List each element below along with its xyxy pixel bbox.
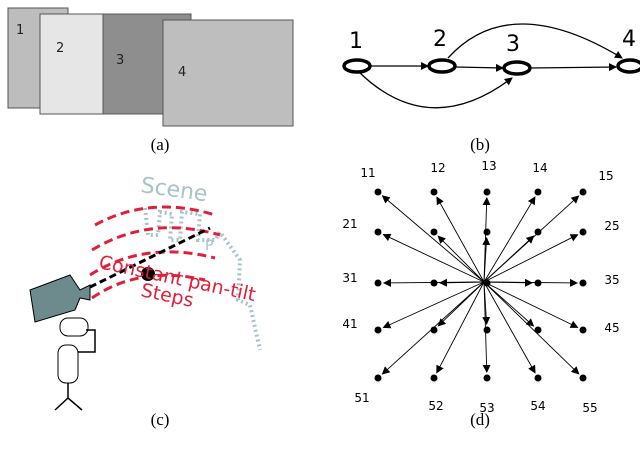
arrow [383, 235, 484, 282]
arrow [484, 282, 578, 327]
grid-dot [375, 280, 382, 287]
grid-label: 12 [430, 161, 445, 175]
grid-dot [484, 229, 491, 236]
panel-c: Scene P Constant pan-tilt Steps (c) [30, 173, 260, 429]
arrow [484, 282, 579, 374]
grid-dot [375, 189, 382, 196]
grid-label: 11 [360, 166, 375, 180]
arrow [382, 282, 484, 374]
grid-dot [484, 375, 491, 382]
grid-dot [431, 229, 438, 236]
grid-dot [535, 375, 542, 382]
grid-label: 55 [582, 401, 597, 415]
grid-label: 13 [481, 159, 496, 173]
grid-dot [580, 229, 587, 236]
grid-label: 41 [342, 317, 357, 331]
grid-label: 45 [604, 321, 619, 335]
grid-label: 25 [604, 219, 619, 233]
grid-dot [580, 327, 587, 334]
grid-label: 52 [428, 399, 443, 413]
grid-dot [375, 327, 382, 334]
arrow [437, 282, 484, 373]
grid-dot [580, 375, 587, 382]
grid-label: 31 [342, 271, 357, 285]
arrow [484, 282, 535, 373]
frame-label: 1 [16, 23, 24, 38]
arrow [437, 197, 484, 282]
arrow [383, 282, 484, 328]
grid-label: 21 [342, 217, 357, 231]
caption: (a) [151, 135, 170, 154]
node-label: 3 [506, 32, 520, 57]
panel-b [344, 24, 640, 108]
arrow [484, 236, 534, 282]
node-label: 4 [622, 27, 636, 52]
frame-label: 2 [56, 41, 64, 56]
grid-label: 15 [598, 169, 613, 183]
grid-dot [535, 229, 542, 236]
scene-label: Scene [139, 173, 209, 207]
grid-dot [375, 375, 382, 382]
grid-dot [535, 189, 542, 196]
figure: 1 2 3 4 (a) 1 2 3 4 (b) Scene [0, 0, 640, 449]
grid-label: 35 [604, 273, 619, 287]
grid-dot [431, 280, 438, 287]
panel-a: 1 2 3 4 (a) [8, 8, 293, 154]
grid-dot [431, 375, 438, 382]
grid-dot [431, 189, 438, 196]
grid-label: 53 [479, 401, 494, 415]
caption: (b) [470, 135, 490, 154]
point-label: P [205, 238, 213, 254]
arrow [484, 282, 577, 283]
arrow [438, 236, 484, 282]
caption: (c) [151, 410, 170, 429]
grid-dot [580, 189, 587, 196]
grid-label: 54 [530, 399, 545, 413]
grid-label: 14 [532, 161, 547, 175]
grid-dot [375, 229, 382, 236]
frame-label: 3 [116, 53, 124, 68]
grid-dot [484, 327, 491, 334]
grid-label: 51 [354, 391, 369, 405]
node-label: 1 [349, 29, 363, 54]
grid-dot [580, 280, 587, 287]
node-label: 2 [433, 27, 447, 52]
frame-label: 4 [178, 65, 186, 80]
grid-dot [484, 189, 491, 196]
arrow [383, 196, 484, 282]
